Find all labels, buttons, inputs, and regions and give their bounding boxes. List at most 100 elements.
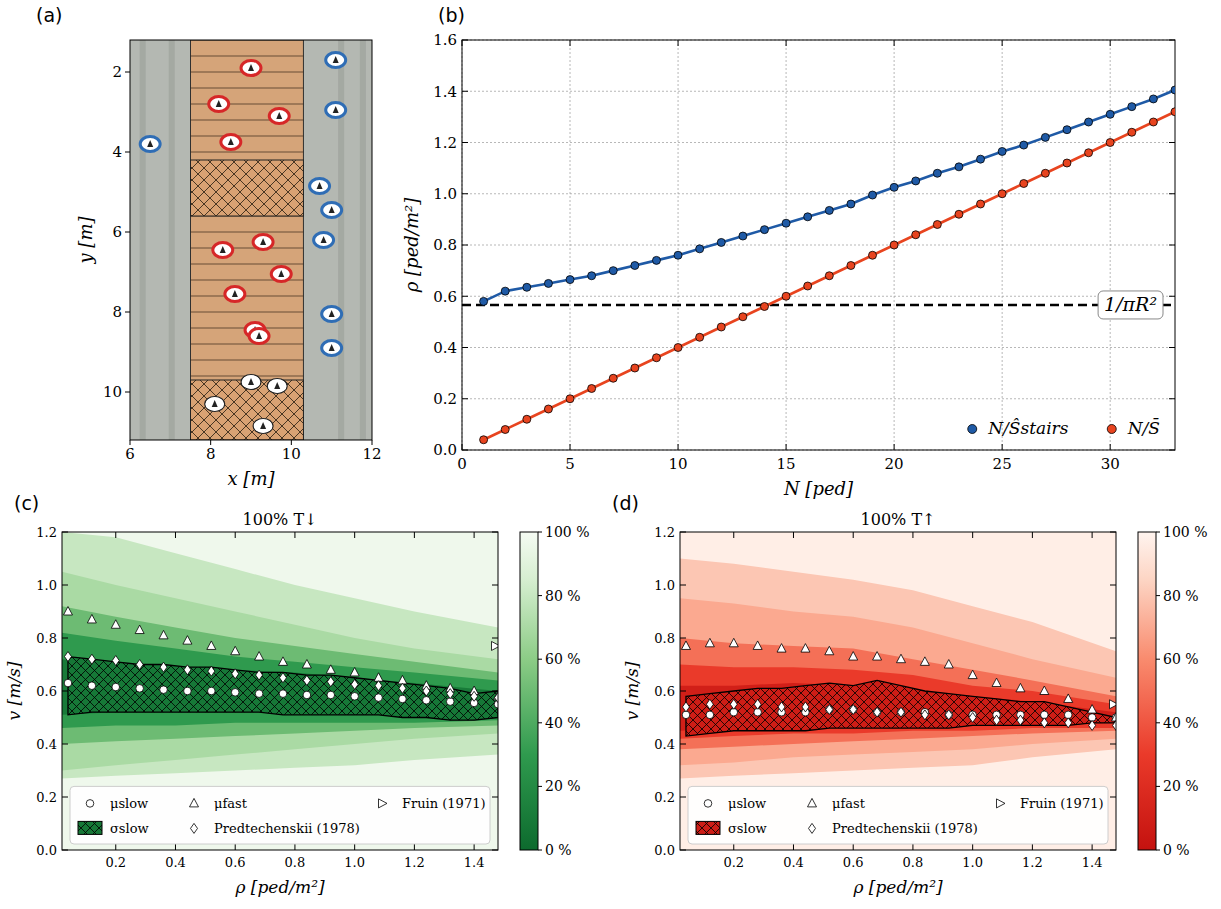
step-line bbox=[191, 232, 304, 233]
y-tick bbox=[62, 691, 68, 692]
series-point bbox=[778, 702, 785, 712]
y-tick bbox=[680, 585, 686, 586]
legend-marker bbox=[1107, 425, 1116, 434]
direction bbox=[329, 344, 335, 351]
x-tick-label: 1.0 bbox=[344, 855, 365, 870]
series-point bbox=[1063, 159, 1071, 167]
pedestrian-marker bbox=[213, 243, 233, 258]
series-point bbox=[1171, 86, 1175, 94]
colorbar-tick bbox=[1156, 850, 1160, 851]
series-point bbox=[730, 699, 737, 709]
pedestrian-marker bbox=[314, 233, 334, 248]
legend-label: Fruin (1971) bbox=[402, 796, 486, 811]
colorbar-tick bbox=[1156, 659, 1160, 660]
x-tick bbox=[1110, 444, 1111, 450]
legend-marker bbox=[379, 799, 388, 808]
series-point bbox=[278, 657, 287, 666]
legend-marker bbox=[78, 821, 102, 834]
axes: 0.20.40.60.81.01.21.40.00.20.40.60.81.01… bbox=[612, 492, 1116, 897]
panel-title: 100% T↓ bbox=[243, 510, 318, 529]
series-point bbox=[231, 646, 240, 655]
pedestrian bbox=[241, 61, 261, 76]
series-point bbox=[255, 652, 264, 661]
x-tick-label: 25 bbox=[993, 455, 1012, 473]
series-point bbox=[88, 682, 96, 690]
y-tick bbox=[492, 797, 498, 798]
pedestrian-marker bbox=[269, 109, 289, 124]
x-tick-label: 0.6 bbox=[225, 855, 246, 870]
grid-line bbox=[462, 347, 1175, 348]
x-tick bbox=[474, 532, 475, 538]
colorbar-tick-label: 60 % bbox=[545, 651, 581, 667]
pedestrian-marker bbox=[326, 53, 346, 68]
series-point bbox=[184, 687, 192, 695]
step-line bbox=[191, 56, 304, 57]
legend: μslowμfastFruin (1971)σslowPredtechenski… bbox=[688, 786, 1108, 844]
series-point bbox=[609, 374, 617, 382]
colorbar-tick-label: 0 % bbox=[545, 842, 572, 858]
series-point bbox=[1085, 118, 1093, 126]
series-point bbox=[652, 354, 660, 362]
sigma-band bbox=[68, 657, 498, 721]
legend-label: μslow bbox=[110, 796, 148, 811]
y-axis-title: v [m/s] bbox=[622, 661, 642, 720]
direction bbox=[329, 206, 335, 213]
series-point bbox=[255, 690, 263, 698]
series-point bbox=[136, 660, 143, 670]
series-point bbox=[804, 282, 812, 290]
x-tick bbox=[786, 444, 787, 450]
x-tick bbox=[678, 444, 679, 450]
step-line bbox=[191, 344, 304, 345]
contour-background bbox=[680, 532, 1116, 850]
legend-marker bbox=[997, 799, 1006, 808]
series-point bbox=[850, 705, 857, 715]
series-point bbox=[135, 625, 144, 634]
y-tick-label: 0.8 bbox=[36, 631, 57, 646]
y-tick bbox=[125, 72, 130, 73]
x-tick bbox=[786, 40, 787, 46]
x-tick bbox=[972, 844, 973, 850]
colorbar-tick bbox=[1156, 595, 1160, 596]
series-point bbox=[1128, 103, 1136, 111]
series-point bbox=[1020, 141, 1028, 149]
y-tick bbox=[1169, 245, 1175, 246]
direction bbox=[278, 270, 284, 277]
colorbar-body bbox=[1138, 532, 1156, 850]
colorbar-tick bbox=[538, 722, 542, 723]
pedestrian bbox=[310, 179, 330, 194]
series-point bbox=[303, 675, 310, 685]
series-point bbox=[1016, 683, 1025, 692]
y-tick bbox=[125, 312, 130, 313]
colorbar-tick bbox=[538, 595, 542, 596]
landing bbox=[191, 160, 304, 216]
y-tick-label: 0.8 bbox=[433, 236, 457, 254]
series-point bbox=[303, 691, 311, 699]
sigma-band bbox=[686, 680, 1116, 736]
direction bbox=[274, 382, 280, 389]
legend-label: N/S̄ bbox=[1127, 417, 1160, 438]
y-tick bbox=[1169, 347, 1175, 348]
series-point bbox=[588, 385, 596, 393]
x-tick bbox=[853, 844, 854, 850]
series-point bbox=[849, 652, 858, 661]
series-line bbox=[484, 112, 1175, 440]
series-point bbox=[739, 313, 747, 321]
series-point bbox=[159, 630, 168, 639]
direction bbox=[333, 56, 339, 63]
colorbar-tick bbox=[538, 850, 542, 851]
x-tick-label: 30 bbox=[1101, 455, 1120, 473]
x-tick bbox=[354, 532, 355, 538]
pedestrian bbox=[213, 243, 233, 258]
series-point bbox=[1106, 139, 1114, 147]
series-point bbox=[1110, 700, 1116, 709]
x-tick bbox=[474, 844, 475, 850]
photo-texture bbox=[360, 40, 366, 440]
x-tick-label: 0.8 bbox=[285, 855, 306, 870]
series-point bbox=[1085, 149, 1093, 157]
series-point bbox=[64, 652, 71, 662]
x-tick bbox=[570, 40, 571, 46]
colorbar-body bbox=[520, 532, 538, 850]
series-point bbox=[847, 262, 855, 270]
direction bbox=[317, 182, 323, 189]
y-tick-label: 0.0 bbox=[36, 843, 57, 858]
